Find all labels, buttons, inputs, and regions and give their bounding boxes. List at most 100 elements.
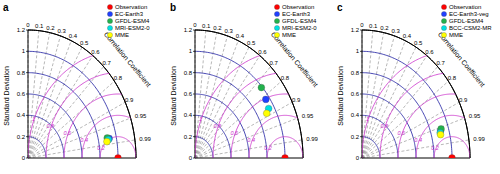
correlation-tick-label: 0.99 xyxy=(473,136,485,142)
legend: ObservationEC-Earth3-vegGFDL-ESM4BCC-CSM… xyxy=(441,4,492,38)
legend-label: GFDL-ESM4 xyxy=(449,18,484,24)
std-grid xyxy=(362,73,434,158)
correlation-tick-label: 0.8 xyxy=(448,75,457,81)
rmsd-grid xyxy=(249,115,321,158)
rmsd-label: 0.4 xyxy=(414,137,422,143)
std-grid xyxy=(195,137,213,158)
correlation-tick-label: 0.9 xyxy=(125,97,134,103)
rmsd-grid xyxy=(64,94,172,158)
std-grid xyxy=(362,94,416,158)
point xyxy=(449,155,456,162)
rmsd-label: 1 xyxy=(366,116,369,122)
rmsd-label: 0.8 xyxy=(214,123,223,129)
points xyxy=(103,135,121,162)
correlation-grid xyxy=(28,67,104,158)
correlation-tick-label: 0.3 xyxy=(392,28,401,34)
std-grid xyxy=(195,73,267,158)
legend-marker xyxy=(107,11,112,16)
std-grid xyxy=(28,94,82,158)
correlation-tick-label: 0.4 xyxy=(236,33,245,39)
legend-marker xyxy=(107,25,112,30)
points xyxy=(437,125,456,161)
y-tick-label: 0 xyxy=(356,155,360,161)
y-tick-label: 0.4 xyxy=(17,112,26,118)
std-grid xyxy=(28,73,100,158)
y-axis xyxy=(195,30,196,158)
angular-axis-label: Correlation Coefficient xyxy=(103,31,153,88)
correlation-tick-label: 0.95 xyxy=(135,113,147,119)
std-grid xyxy=(195,94,249,158)
rmsd-label: 0.6 xyxy=(63,130,72,136)
correlation-tick-label: 0.2 xyxy=(213,25,222,31)
legend-label: EC-Earth3-veg xyxy=(449,11,489,17)
legend-marker xyxy=(441,32,446,37)
correlation-tick-label: 0.8 xyxy=(281,75,290,81)
correlation-tick-label: 0.9 xyxy=(292,97,301,103)
correlation-grid xyxy=(362,67,438,158)
y-tick-label: 0.2 xyxy=(17,134,26,140)
legend-marker xyxy=(107,18,112,23)
y-tick-label: 1.2 xyxy=(17,27,26,33)
rmsd-grid xyxy=(416,115,488,158)
correlation-tick-label: 0.7 xyxy=(436,60,445,66)
y-tick-label: 0 xyxy=(22,155,26,161)
angular-axis-label: Correlation Coefficient xyxy=(437,31,487,88)
rmsd-grid xyxy=(213,73,357,158)
point xyxy=(263,110,270,117)
legend-label: EC-Earth3 xyxy=(282,11,311,17)
legend: ObservationEC-Earth3GFDL-ESM4MRI-ESM2-0M… xyxy=(107,4,150,38)
y-axis xyxy=(28,30,29,158)
legend-label: MME xyxy=(282,32,296,38)
y-tick-label: 1 xyxy=(22,48,26,54)
rmsd-label: 0.4 xyxy=(80,137,88,143)
correlation-tick-label: 0.95 xyxy=(469,113,481,119)
legend-label: Observation xyxy=(115,4,147,10)
y-tick-label: 0 xyxy=(189,155,193,161)
correlation-tick-label: 0.7 xyxy=(269,60,278,66)
y-axis-label: Standard Deviation xyxy=(170,66,177,126)
correlation-tick-label: 0.99 xyxy=(139,136,151,142)
correlation-tick-label: 0.2 xyxy=(380,25,389,31)
y-axis-label: Standard Deviation xyxy=(337,66,344,126)
legend-label: GFDL-ESM4 xyxy=(115,18,150,24)
rmsd-label: 0.2 xyxy=(97,145,105,151)
point xyxy=(115,155,122,162)
correlation-tick-label: 0.3 xyxy=(58,28,67,34)
y-tick-label: 0.2 xyxy=(351,134,360,140)
legend-label: GFDL-ESM4 xyxy=(282,18,317,24)
y-tick-label: 0.8 xyxy=(17,70,26,76)
legend-marker xyxy=(441,18,446,23)
legend-label: Observation xyxy=(449,4,481,10)
plot-area xyxy=(362,51,500,158)
y-tick-label: 0.6 xyxy=(351,91,360,97)
correlation-tick-label: 0.99 xyxy=(306,136,318,142)
rmsd-label: 0.6 xyxy=(397,130,406,136)
correlation-tick-label: 0 xyxy=(193,22,197,28)
std-grid xyxy=(362,137,380,158)
legend-marker xyxy=(441,4,446,9)
correlation-tick-label: 0.6 xyxy=(258,49,267,55)
y-tick-label: 1.2 xyxy=(184,27,193,33)
correlation-tick-label: 0.2 xyxy=(46,25,55,31)
rmsd-label: 0.2 xyxy=(431,145,439,151)
correlation-tick-label: 0.5 xyxy=(414,40,423,46)
y-tick-label: 0.8 xyxy=(184,70,193,76)
rmsd-grid xyxy=(195,51,375,158)
rmsd-label: 0.6 xyxy=(230,130,239,136)
point xyxy=(282,155,289,162)
correlation-grid xyxy=(28,30,29,158)
rmsd-label: 1 xyxy=(32,116,35,122)
figure: 00.10.20.30.40.50.60.70.80.90.950.9900.2… xyxy=(0,0,500,174)
correlation-tick-label: 0.95 xyxy=(302,113,314,119)
y-tick-label: 0.4 xyxy=(351,112,360,118)
panel-title: c xyxy=(337,2,343,13)
correlation-tick-label: 0.4 xyxy=(403,33,412,39)
correlation-tick-label: 0.6 xyxy=(91,49,100,55)
legend-label: MME xyxy=(115,32,129,38)
correlation-tick-label: 0.5 xyxy=(247,40,256,46)
y-tick-label: 1 xyxy=(356,48,360,54)
panel: 00.10.20.30.40.50.60.70.80.90.950.9900.2… xyxy=(337,2,500,161)
plot-area xyxy=(28,51,208,158)
rmsd-label: 0.8 xyxy=(47,123,56,129)
rmsd-label: 0.4 xyxy=(247,137,255,143)
